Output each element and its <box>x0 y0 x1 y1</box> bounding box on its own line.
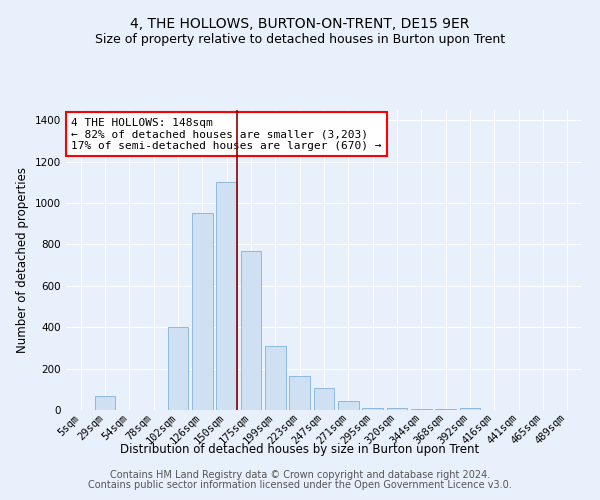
Bar <box>265 346 286 410</box>
Text: Contains public sector information licensed under the Open Government Licence v3: Contains public sector information licen… <box>88 480 512 490</box>
Bar <box>362 408 383 410</box>
Text: Contains HM Land Registry data © Crown copyright and database right 2024.: Contains HM Land Registry data © Crown c… <box>110 470 490 480</box>
Bar <box>386 408 407 410</box>
Bar <box>436 409 456 410</box>
Bar <box>167 327 188 410</box>
Text: Distribution of detached houses by size in Burton upon Trent: Distribution of detached houses by size … <box>121 442 479 456</box>
Text: Size of property relative to detached houses in Burton upon Trent: Size of property relative to detached ho… <box>95 32 505 46</box>
Bar <box>192 214 212 410</box>
Bar <box>241 250 262 410</box>
Bar <box>338 400 359 410</box>
Bar <box>411 409 432 410</box>
Bar <box>460 408 481 410</box>
Bar <box>216 182 237 410</box>
Bar <box>95 396 115 410</box>
Text: 4, THE HOLLOWS, BURTON-ON-TRENT, DE15 9ER: 4, THE HOLLOWS, BURTON-ON-TRENT, DE15 9E… <box>130 18 470 32</box>
Bar <box>289 376 310 410</box>
Bar <box>314 388 334 410</box>
Y-axis label: Number of detached properties: Number of detached properties <box>16 167 29 353</box>
Text: 4 THE HOLLOWS: 148sqm
← 82% of detached houses are smaller (3,203)
17% of semi-d: 4 THE HOLLOWS: 148sqm ← 82% of detached … <box>71 118 382 150</box>
